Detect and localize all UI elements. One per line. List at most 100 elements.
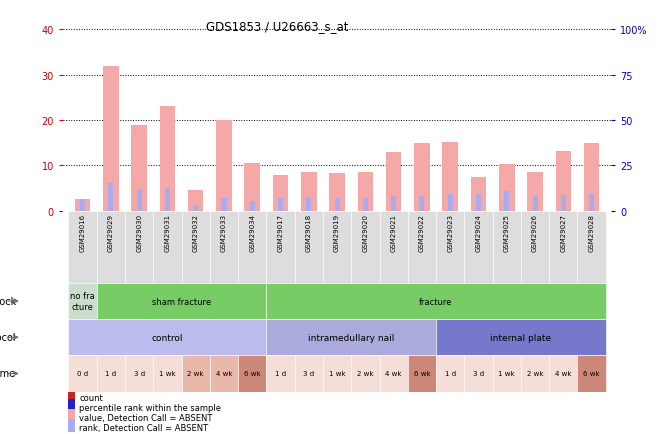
Bar — [379, 211, 408, 283]
Bar — [561, 196, 566, 211]
Bar — [436, 319, 605, 355]
Bar — [408, 355, 436, 392]
Text: GSM29026: GSM29026 — [532, 213, 538, 251]
Bar — [153, 211, 182, 283]
Text: GSM29034: GSM29034 — [249, 213, 255, 251]
Bar — [476, 195, 481, 211]
Text: fracture: fracture — [419, 297, 453, 306]
Text: intramedullary nail: intramedullary nail — [308, 333, 395, 342]
Text: 3 d: 3 d — [303, 371, 315, 377]
Text: GSM29033: GSM29033 — [221, 213, 227, 251]
Text: 1 wk: 1 wk — [329, 371, 346, 377]
Text: shock: shock — [0, 296, 16, 306]
Bar — [549, 211, 578, 283]
Text: control: control — [151, 333, 183, 342]
Bar — [527, 173, 543, 211]
Text: 3 d: 3 d — [473, 371, 484, 377]
Bar — [295, 355, 323, 392]
Text: time: time — [0, 368, 16, 378]
Bar — [420, 197, 424, 211]
Bar — [69, 283, 97, 319]
Text: 2 wk: 2 wk — [357, 371, 373, 377]
Bar — [329, 174, 345, 211]
Text: 1 d: 1 d — [275, 371, 286, 377]
Bar — [75, 200, 91, 211]
Bar — [436, 211, 465, 283]
Text: percentile rank within the sample: percentile rank within the sample — [79, 403, 221, 412]
Bar — [549, 355, 578, 392]
Bar — [408, 211, 436, 283]
Bar — [556, 151, 571, 211]
Bar — [465, 211, 492, 283]
Bar — [533, 197, 537, 211]
Bar — [578, 355, 605, 392]
Text: GSM29019: GSM29019 — [334, 213, 340, 251]
Text: 4 wk: 4 wk — [555, 371, 572, 377]
Bar — [306, 197, 311, 211]
Bar — [216, 121, 232, 211]
Text: 6 wk: 6 wk — [414, 371, 430, 377]
Bar — [386, 152, 401, 211]
Bar — [68, 419, 75, 434]
Bar — [250, 202, 255, 211]
Text: GSM29022: GSM29022 — [419, 213, 425, 251]
Text: 1 wk: 1 wk — [498, 371, 515, 377]
Text: GSM29016: GSM29016 — [79, 213, 85, 251]
Bar — [266, 283, 605, 319]
Bar — [245, 164, 260, 211]
Bar — [323, 211, 351, 283]
Bar — [334, 198, 340, 211]
Bar — [278, 198, 283, 211]
Bar — [363, 198, 368, 211]
Bar — [521, 211, 549, 283]
Bar — [471, 177, 486, 211]
Bar — [125, 211, 153, 283]
Text: GSM29021: GSM29021 — [391, 213, 397, 251]
Bar — [210, 355, 238, 392]
Bar — [358, 173, 373, 211]
Bar — [436, 355, 465, 392]
Text: 6 wk: 6 wk — [244, 371, 260, 377]
Text: GDS1853 / U26663_s_at: GDS1853 / U26663_s_at — [206, 20, 349, 33]
Bar — [351, 211, 379, 283]
Text: GSM29032: GSM29032 — [193, 213, 199, 251]
Bar — [521, 355, 549, 392]
Bar — [69, 355, 97, 392]
Bar — [188, 191, 204, 211]
Text: 3 d: 3 d — [134, 371, 145, 377]
Bar — [103, 66, 118, 211]
Bar — [137, 189, 141, 211]
Text: GSM29024: GSM29024 — [475, 213, 481, 251]
Text: GSM29029: GSM29029 — [108, 213, 114, 251]
Bar — [414, 143, 430, 211]
Bar — [465, 355, 492, 392]
Text: GSM29028: GSM29028 — [589, 213, 595, 251]
Text: internal plate: internal plate — [490, 333, 551, 342]
Text: value, Detection Call = ABSENT: value, Detection Call = ABSENT — [79, 413, 213, 422]
Bar — [160, 107, 175, 211]
Bar — [210, 211, 238, 283]
Text: 2 wk: 2 wk — [188, 371, 204, 377]
Bar — [266, 211, 295, 283]
Bar — [221, 198, 227, 211]
Bar — [504, 191, 510, 211]
Text: 1 wk: 1 wk — [159, 371, 176, 377]
Text: GSM29027: GSM29027 — [561, 213, 566, 251]
Text: rank, Detection Call = ABSENT: rank, Detection Call = ABSENT — [79, 423, 208, 432]
Text: 4 wk: 4 wk — [215, 371, 232, 377]
Bar — [80, 199, 85, 211]
Bar — [97, 211, 125, 283]
Text: sham fracture: sham fracture — [152, 297, 211, 306]
Text: GSM29020: GSM29020 — [362, 213, 368, 251]
Bar — [295, 211, 323, 283]
Text: 2 wk: 2 wk — [527, 371, 543, 377]
Bar — [323, 355, 351, 392]
Bar — [238, 355, 266, 392]
Text: 4 wk: 4 wk — [385, 371, 402, 377]
Bar — [68, 389, 75, 407]
Text: no fra
cture: no fra cture — [70, 292, 95, 311]
Bar — [578, 211, 605, 283]
Bar — [589, 195, 594, 211]
Text: GSM29030: GSM29030 — [136, 213, 142, 251]
Bar — [584, 143, 600, 211]
